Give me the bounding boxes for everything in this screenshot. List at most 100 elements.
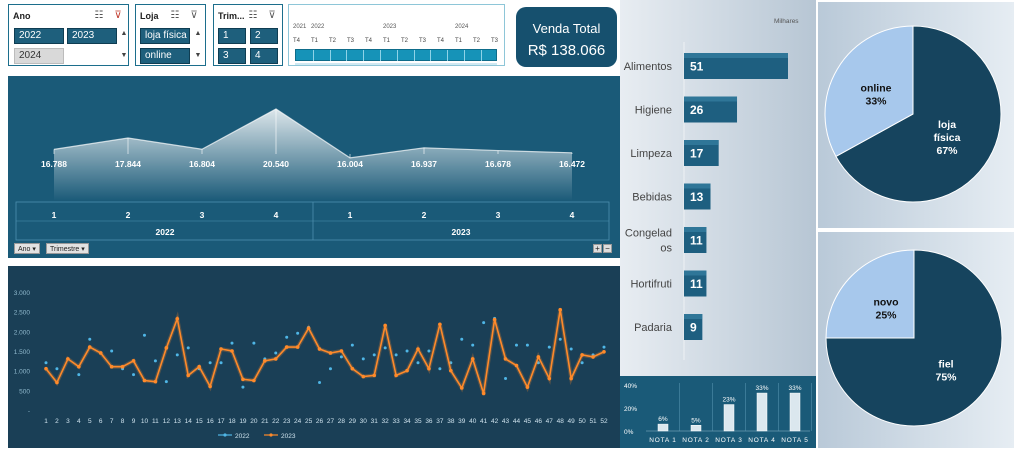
data-point-2023 (252, 378, 256, 383)
x-tick-label: 37 (436, 418, 444, 425)
pie-slice-label: novo (873, 297, 898, 309)
timeline-slicer[interactable]: 2021 2022 2023 2024 T4 T1 T2 T3 T4 T1 T2 T3 T4 T1… (288, 4, 505, 66)
pie-slice-label: 25% (875, 310, 897, 322)
slicer-item-2022[interactable]: 2022 (14, 28, 64, 44)
multi-select-icon[interactable]: ☷ (170, 10, 180, 21)
x-tick-label: 29 (349, 418, 357, 425)
scroll-down-icon[interactable]: ▼ (194, 52, 202, 59)
x-tick-label: 26 (316, 418, 324, 425)
data-point-2023 (66, 357, 70, 361)
scroll-down-icon[interactable]: ▼ (120, 52, 128, 59)
x-tick-label: 52 (600, 418, 608, 425)
timeline-quarter-label: T3 (347, 38, 355, 44)
slicer-ano: Ano ☷ ⊽ 2022 2023 2024 ▲ ▼ (8, 4, 129, 66)
x-tick-label: 14 (185, 418, 193, 425)
pie-slice-label: fiel (938, 359, 953, 371)
kpi-value: R$ 138.066 (527, 42, 606, 59)
data-label: 16.004 (337, 159, 363, 169)
filter-button-trimestre[interactable]: Trimestre ▾ (46, 243, 89, 254)
x-tick-label: 2 (126, 210, 131, 220)
slicer-item-online[interactable]: online (140, 48, 190, 64)
bar-highlight (684, 53, 788, 58)
area-fill (54, 108, 572, 201)
slicer-item-t4[interactable]: 4 (250, 48, 278, 64)
x-tick-label: 1 (44, 418, 48, 425)
data-point-2022 (274, 351, 278, 355)
slicer-trimestre-title: Trim... (218, 11, 245, 21)
y-tick-label: 0% (624, 429, 634, 436)
timeline-quarter-label: T2 (329, 38, 337, 44)
pie-slice (824, 25, 914, 158)
pie-slice (835, 25, 1002, 203)
x-tick-label: 4 (274, 210, 279, 220)
data-point-2023 (372, 373, 377, 378)
data-point-2022 (296, 331, 300, 335)
data-point-2023 (569, 376, 573, 381)
bar (789, 392, 801, 432)
scroll-up-icon[interactable]: ▲ (120, 30, 128, 37)
data-point-2023 (153, 379, 158, 384)
data-point-2023 (263, 359, 267, 363)
x-tick-label: 3 (496, 210, 501, 220)
data-label: 16.788 (41, 159, 67, 169)
nota-chart-svg: 40% 20% 0% 6% NOTA 1 5% NOTA 2 23% NOTA 3 33% NOTA… (624, 383, 812, 444)
y-tick-label: 3.000 (14, 290, 31, 297)
timeline-scrollbar[interactable] (295, 63, 497, 65)
bar-highlight (684, 227, 707, 232)
x-tick-label: 51 (589, 418, 597, 425)
expand-button[interactable]: + (593, 244, 602, 253)
data-point-2022 (383, 346, 387, 350)
filter-button-ano[interactable]: Ano ▾ (14, 243, 40, 254)
category-label: Alimentos (624, 61, 673, 73)
data-label: 20.540 (263, 159, 289, 169)
data-point-2023 (525, 385, 530, 389)
data-point-2023 (558, 307, 563, 312)
x-tick-label: 9 (132, 418, 136, 425)
slicer-item-loja-fisica[interactable]: loja física (140, 28, 190, 44)
data-point-2022 (219, 361, 223, 365)
x-tick-label: 24 (294, 418, 302, 425)
filter-icon[interactable]: ⊽ (268, 10, 276, 21)
multi-select-icon[interactable]: ☷ (94, 10, 104, 21)
bar (723, 404, 735, 432)
data-point-2023 (449, 368, 453, 373)
category-sales-chart: Milhares 51 Alimentos 26 Higiene 17 Limpeza 13 B… (620, 0, 816, 376)
filter-icon[interactable]: ⊽ (190, 10, 198, 21)
data-point-2022 (318, 380, 322, 384)
data-point-2022 (547, 345, 551, 349)
x-tick-label: 3 (66, 418, 70, 425)
x-tick-label: 5 (88, 418, 92, 425)
slicer-item-2024[interactable]: 2024 (14, 48, 64, 64)
timeline-year: 2024 (455, 24, 469, 30)
data-point-2022 (471, 343, 475, 347)
multi-select-icon[interactable]: ☷ (248, 10, 258, 21)
slicer-item-t2[interactable]: 2 (250, 28, 278, 44)
collapse-button[interactable]: − (603, 244, 612, 253)
bar-value-label: 26 (690, 103, 704, 117)
clear-filter-icon[interactable]: ⊽ (114, 10, 122, 21)
x-tick-label: 20 (250, 418, 258, 425)
scroll-up-icon[interactable]: ▲ (194, 30, 202, 37)
slicer-item-2023[interactable]: 2023 (67, 28, 117, 44)
bar-value-label: 33% (755, 385, 768, 392)
x-tick-label: NOTA 1 (649, 437, 676, 444)
category-label: Congelad (625, 228, 672, 240)
slicer-item-t3[interactable]: 3 (218, 48, 246, 64)
slicer-item-t1[interactable]: 1 (218, 28, 246, 44)
timeline-bar[interactable] (295, 49, 497, 61)
data-point-2023 (438, 322, 442, 327)
data-point-2022 (460, 337, 464, 341)
x-tick-label: 33 (393, 418, 401, 425)
area-line (53, 108, 573, 159)
data-point-2023 (306, 326, 311, 330)
pie-slice-label: 67% (936, 145, 958, 157)
timeline-quarter-label: T4 (365, 38, 373, 44)
data-point-2023 (503, 357, 508, 361)
timeline-quarter-label: T3 (419, 38, 427, 44)
pie-slice-label: 75% (935, 372, 957, 384)
x-tick-label: 10 (141, 418, 149, 425)
timeline-quarter-label: T3 (491, 38, 499, 44)
data-point-2023 (87, 345, 92, 349)
data-point-2023 (459, 386, 464, 390)
